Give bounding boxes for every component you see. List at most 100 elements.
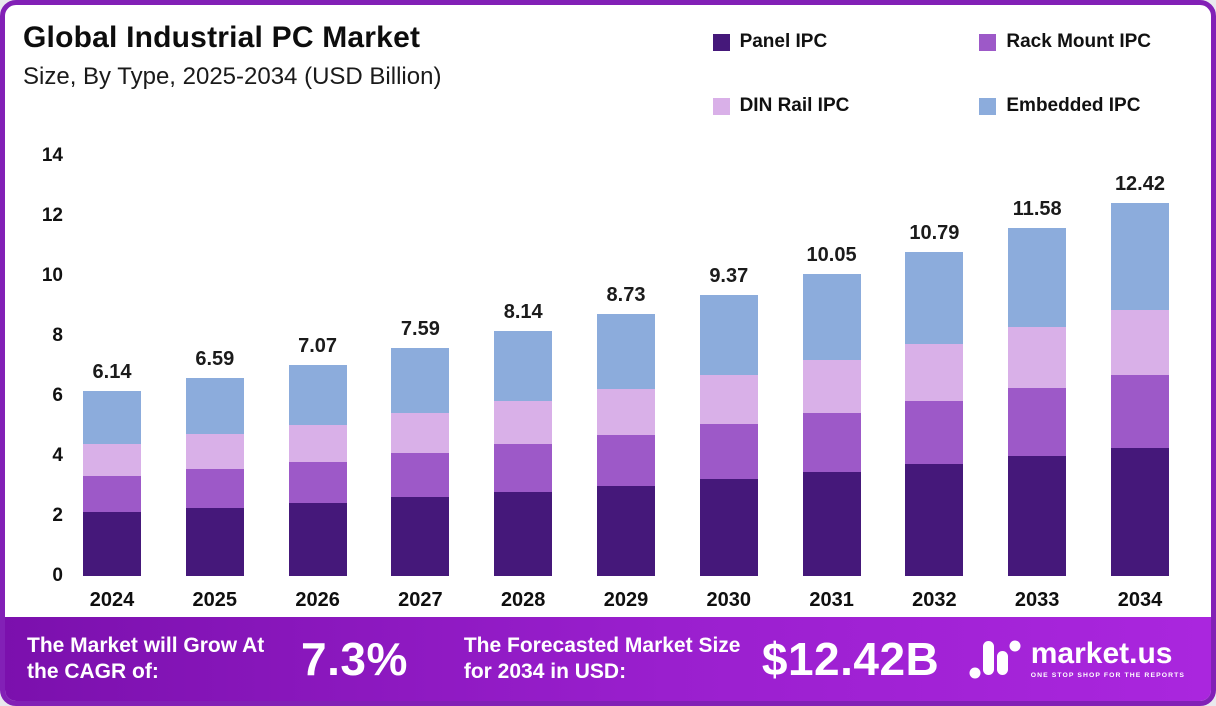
footer-banner: The Market will Grow At the CAGR of: 7.3… xyxy=(5,617,1211,701)
marketus-logo: market.us ONE STOP SHOP FOR THE REPORTS xyxy=(969,637,1185,681)
bar-2024: 6.14 2024 xyxy=(83,361,141,611)
bar-segment-panel-ipc xyxy=(802,472,861,576)
brand-text: market.us ONE STOP SHOP FOR THE REPORTS xyxy=(1030,639,1185,680)
bar-segment-panel-ipc xyxy=(185,508,244,576)
bar-segment-panel-ipc xyxy=(1110,448,1169,576)
bar-stack xyxy=(699,295,758,576)
bar-stack xyxy=(802,274,861,576)
legend-item-din-rail-ipc: DIN Rail IPC xyxy=(712,95,850,117)
bar-stack xyxy=(905,252,964,576)
x-axis-label: 2030 xyxy=(706,589,752,611)
bar-segment-panel-ipc xyxy=(83,512,141,576)
bar-segment-din-rail-ipc xyxy=(596,389,655,435)
plot-area: 6.14 2024 6.59 2025 7.07 2026 7.59 2027 8.14 2028… xyxy=(77,173,1175,611)
bar-2027: 7.59 2027 xyxy=(391,318,450,611)
bar-stack xyxy=(1008,228,1067,576)
x-axis-label: 2033 xyxy=(1014,589,1060,611)
brand-tagline: ONE STOP SHOP FOR THE REPORTS xyxy=(1030,672,1185,679)
x-axis-label: 2029 xyxy=(603,589,649,611)
bar-total-label: 7.07 xyxy=(298,335,338,357)
bar-2029: 8.73 2029 xyxy=(596,284,655,611)
legend-label: DIN Rail IPC xyxy=(739,95,850,116)
bar-segment-panel-ipc xyxy=(1008,456,1067,576)
bar-total-label: 8.73 xyxy=(606,284,646,306)
bar-segment-panel-ipc xyxy=(288,503,347,576)
bar-segment-rack-mount-ipc xyxy=(1008,388,1067,456)
bar-total-label: 10.05 xyxy=(806,244,857,266)
legend-swatch xyxy=(979,33,997,51)
bar-2028: 8.14 2028 xyxy=(494,301,553,611)
bar-2034: 12.42 2034 xyxy=(1110,173,1169,611)
bar-segment-panel-ipc xyxy=(391,497,450,576)
y-axis-tick: 14 xyxy=(41,145,63,166)
bar-segment-panel-ipc xyxy=(596,486,655,576)
bar-stack xyxy=(83,391,141,576)
bar-segment-embedded-ipc xyxy=(185,378,244,434)
x-axis-label: 2028 xyxy=(500,589,546,611)
cagr-value: 7.3% xyxy=(301,633,408,685)
bar-segment-rack-mount-ipc xyxy=(83,476,141,512)
bar-segment-din-rail-ipc xyxy=(905,344,964,401)
bar-segment-rack-mount-ipc xyxy=(699,424,758,479)
forecast-value: $12.42B xyxy=(761,633,940,685)
bar-total-label: 6.59 xyxy=(195,348,235,370)
bar-segment-din-rail-ipc xyxy=(83,444,141,476)
x-axis-label: 2031 xyxy=(809,589,854,611)
bar-total-label: 7.59 xyxy=(400,318,440,340)
bar-2031: 10.05 2031 xyxy=(802,244,861,611)
bar-stack xyxy=(596,314,655,576)
header: Global Industrial PC Market Size, By Typ… xyxy=(5,5,1211,117)
bar-segment-embedded-ipc xyxy=(1008,228,1067,327)
legend-swatch xyxy=(712,33,730,51)
legend-swatch xyxy=(712,97,730,115)
bar-segment-rack-mount-ipc xyxy=(1110,375,1169,448)
bar-segment-embedded-ipc xyxy=(494,331,553,401)
bar-segment-rack-mount-ipc xyxy=(802,413,861,472)
bar-2033: 11.58 2033 xyxy=(1008,198,1067,611)
legend: Panel IPC Rack Mount IPC DIN Rail IPC Embed… xyxy=(712,31,1151,117)
marketus-logo-icon xyxy=(969,640,1021,679)
bar-segment-panel-ipc xyxy=(699,479,758,576)
bar-stack xyxy=(391,348,450,576)
bar-segment-rack-mount-ipc xyxy=(596,435,655,486)
bar-total-label: 8.14 xyxy=(503,301,543,323)
legend-swatch xyxy=(979,97,997,115)
bar-segment-din-rail-ipc xyxy=(391,413,450,453)
bar-segment-embedded-ipc xyxy=(905,252,964,344)
bar-total-label: 12.42 xyxy=(1114,173,1165,195)
bar-2030: 9.37 2030 xyxy=(699,265,758,611)
y-axis-tick: 2 xyxy=(52,505,63,526)
bar-segment-rack-mount-ipc xyxy=(185,469,244,508)
x-axis-label: 2026 xyxy=(295,589,340,611)
bar-stack xyxy=(494,331,553,576)
bar-segment-rack-mount-ipc xyxy=(905,401,964,464)
legend-item-panel-ipc: Panel IPC xyxy=(712,31,850,53)
legend-label: Panel IPC xyxy=(739,31,828,52)
y-axis: 14 12 10 8 6 4 2 0 xyxy=(21,145,77,587)
forecast-label: The Forecasted Market Size for 2034 in U… xyxy=(463,633,741,683)
bar-segment-embedded-ipc xyxy=(699,295,758,375)
y-axis-tick: 8 xyxy=(52,325,63,346)
bar-segment-embedded-ipc xyxy=(596,314,655,389)
x-axis-label: 2024 xyxy=(89,589,135,611)
title-block: Global Industrial PC Market Size, By Typ… xyxy=(23,21,441,117)
legend-item-embedded-ipc: Embedded IPC xyxy=(979,95,1151,117)
bar-segment-din-rail-ipc xyxy=(802,360,861,413)
bar-segment-embedded-ipc xyxy=(83,391,141,444)
bar-segment-embedded-ipc xyxy=(1110,203,1169,310)
bar-segment-din-rail-ipc xyxy=(1110,310,1169,375)
bar-total-label: 6.14 xyxy=(92,361,132,383)
bar-total-label: 9.37 xyxy=(709,265,749,287)
bar-segment-panel-ipc xyxy=(494,492,553,576)
page-subtitle: Size, By Type, 2025-2034 (USD Billion) xyxy=(23,63,442,90)
x-axis-label: 2027 xyxy=(398,589,443,611)
x-axis-label: 2032 xyxy=(912,589,957,611)
bar-segment-din-rail-ipc xyxy=(288,425,347,462)
bar-segment-panel-ipc xyxy=(905,464,964,576)
bar-segment-din-rail-ipc xyxy=(699,375,758,424)
y-axis-tick: 10 xyxy=(41,265,63,286)
bar-segment-rack-mount-ipc xyxy=(391,453,450,497)
bar-2032: 10.79 2032 xyxy=(905,222,964,611)
stacked-bar-chart: 14 12 10 8 6 4 2 0 6.14 2024 6.59 2025 7.07 2026 7.59… xyxy=(5,117,1211,617)
